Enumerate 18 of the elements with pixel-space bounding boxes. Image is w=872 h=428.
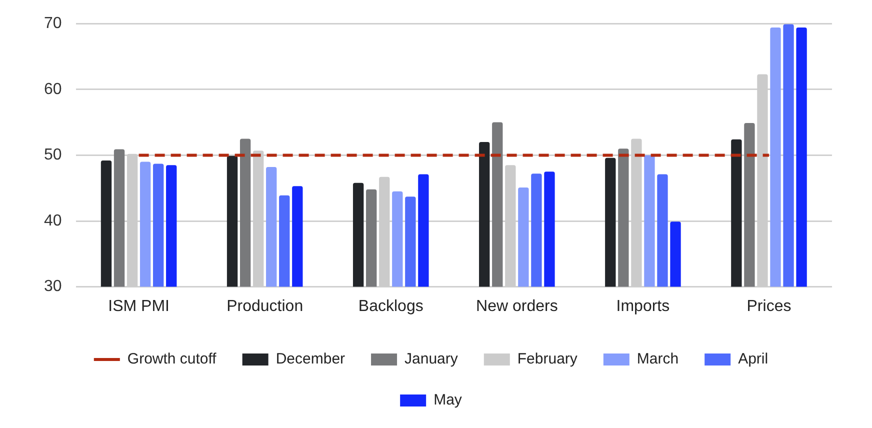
x-tick-label: ISM PMI (108, 298, 170, 315)
y-tick-label: 30 (44, 278, 62, 296)
y-tick-label: 40 (44, 212, 62, 230)
legend-label: Growth cutoff (127, 350, 218, 368)
x-tick-label: Prices (746, 298, 792, 315)
x-tick-label: Production (226, 298, 304, 315)
legend-label: January (404, 350, 458, 368)
legend-label: April (738, 350, 768, 368)
x-tick-label: Imports (616, 298, 670, 315)
legend-label: February (517, 350, 578, 368)
legend-label: December (276, 350, 346, 368)
y-tick-label: 70 (44, 15, 62, 32)
legend-label: March (636, 350, 679, 368)
y-tick-label: 50 (44, 146, 62, 164)
legend-label: May (434, 392, 462, 409)
x-tick-label: New orders (476, 298, 558, 315)
x-tick-label: Backlogs (358, 298, 424, 315)
y-tick-label: 60 (44, 80, 62, 98)
